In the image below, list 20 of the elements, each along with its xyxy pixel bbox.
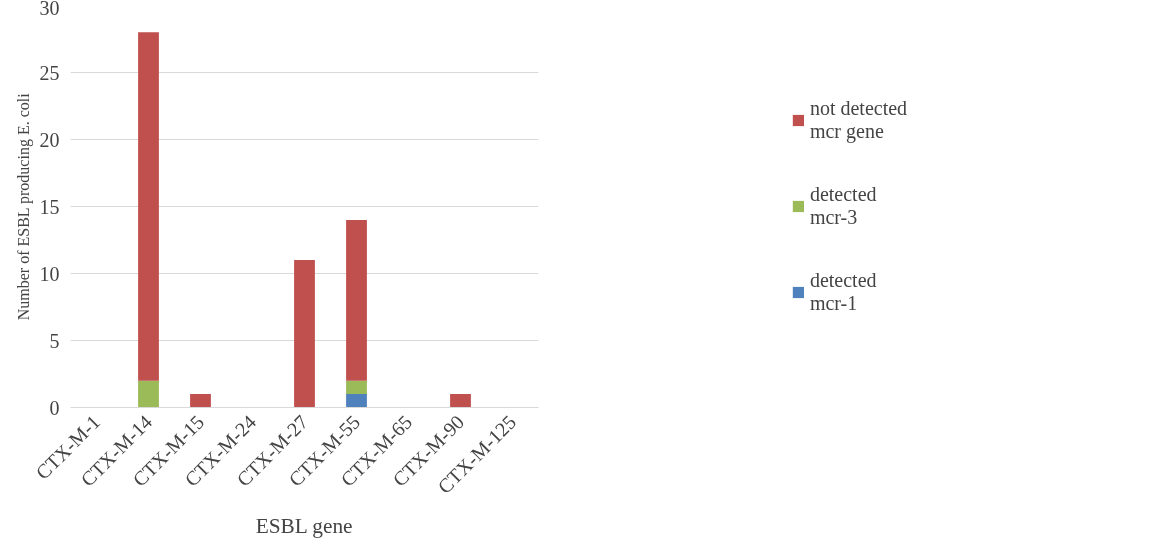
bar: [138, 380, 159, 408]
y-tick-label: 20: [39, 128, 60, 151]
legend-label: not detected mcr gene: [809, 97, 908, 143]
y-axis-title: Number of ESBL producing E. coli: [14, 92, 33, 321]
bar: [346, 219, 367, 381]
legend-label: detected mcr-3: [809, 183, 877, 229]
y-tick-label: 15: [39, 195, 60, 218]
y-tick-label: 30: [39, 0, 60, 19]
bar: [138, 32, 159, 381]
y-tick-label: 10: [39, 262, 60, 285]
y-tick-label: 5: [49, 329, 60, 352]
bar: [346, 394, 367, 408]
bar: [346, 380, 367, 395]
y-tick-label: 25: [39, 61, 60, 84]
y-tick-label: 0: [49, 396, 60, 419]
bar: [190, 394, 211, 408]
bar: [294, 260, 315, 408]
x-axis-title: ESBL gene: [255, 513, 353, 538]
legend-label: detected mcr-1: [809, 269, 877, 315]
bar: [450, 394, 471, 408]
